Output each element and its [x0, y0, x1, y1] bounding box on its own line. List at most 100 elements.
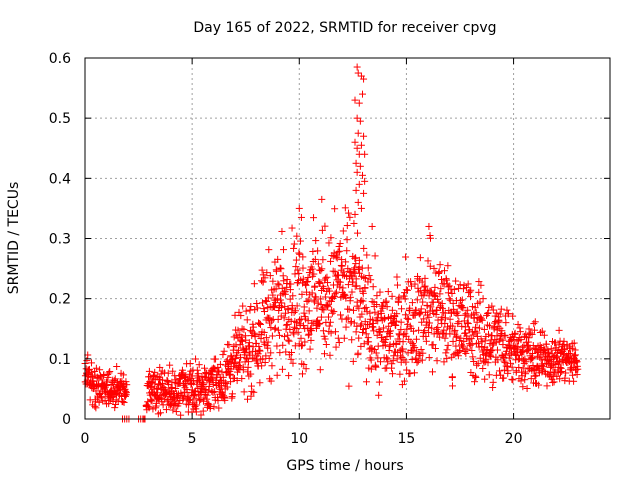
- data-point: [488, 302, 496, 310]
- data-point: [469, 331, 477, 339]
- data-point: [260, 305, 268, 313]
- data-point: [276, 349, 284, 357]
- y-tick-label: 0.6: [49, 51, 71, 67]
- data-point: [273, 371, 281, 379]
- data-point: [175, 400, 183, 408]
- data-point: [436, 261, 444, 269]
- data-point: [449, 382, 456, 390]
- data-point: [452, 333, 460, 341]
- data-point: [349, 357, 357, 365]
- data-point: [397, 318, 405, 326]
- data-point: [238, 333, 246, 341]
- data-point: [205, 401, 213, 409]
- data-point: [408, 299, 416, 307]
- data-point: [287, 348, 295, 356]
- data-point: [419, 298, 427, 306]
- data-point: [497, 305, 505, 313]
- data-point: [233, 377, 241, 385]
- data-point: [458, 296, 466, 304]
- data-point: [508, 375, 516, 383]
- data-point: [344, 281, 352, 289]
- data-point: [198, 385, 206, 393]
- data-point: [300, 361, 308, 369]
- data-point: [247, 392, 255, 400]
- data-point: [295, 269, 303, 277]
- data-point: [537, 355, 545, 363]
- data-point: [336, 283, 344, 291]
- data-point: [402, 286, 410, 294]
- data-point: [334, 334, 342, 342]
- data-point: [484, 309, 492, 317]
- data-point: [508, 349, 516, 357]
- data-point: [263, 297, 271, 305]
- data-point: [455, 318, 463, 326]
- data-point: [487, 353, 495, 361]
- data-point: [360, 189, 368, 197]
- data-point: [342, 315, 350, 323]
- data-point: [193, 366, 201, 374]
- axis-ticks: [84, 57, 610, 420]
- data-point: [367, 365, 375, 373]
- data-point: [547, 345, 555, 353]
- data-point: [474, 339, 482, 347]
- data-point: [345, 209, 353, 217]
- data-point: [298, 342, 306, 350]
- data-point: [221, 396, 229, 404]
- data-point: [259, 278, 267, 286]
- data-point: [260, 308, 268, 316]
- data-point: [214, 380, 222, 388]
- data-point: [350, 306, 358, 314]
- data-point: [437, 276, 445, 284]
- data-point: [327, 297, 335, 305]
- data-point: [421, 282, 429, 290]
- data-point: [222, 380, 230, 388]
- data-point: [308, 289, 316, 297]
- data-point: [403, 286, 411, 294]
- data-point: [504, 367, 512, 375]
- data-point: [421, 327, 429, 335]
- data-point: [343, 236, 351, 244]
- data-point: [437, 285, 445, 293]
- data-point: [399, 338, 407, 346]
- data-point: [550, 378, 558, 386]
- data-point: [493, 346, 501, 354]
- data-point: [420, 283, 428, 291]
- data-point: [247, 370, 255, 378]
- data-point: [239, 344, 247, 352]
- data-point: [164, 369, 172, 377]
- data-point: [516, 328, 524, 336]
- data-point: [530, 320, 538, 328]
- data-point: [389, 357, 397, 365]
- data-point: [87, 373, 95, 381]
- data-point: [441, 267, 449, 275]
- data-point: [239, 366, 247, 374]
- data-point: [352, 260, 360, 268]
- data-point: [345, 382, 353, 390]
- data-point: [193, 401, 201, 409]
- data-point: [392, 317, 400, 325]
- data-point: [417, 287, 425, 295]
- data-point: [316, 279, 324, 287]
- data-point: [425, 354, 433, 362]
- data-point: [336, 247, 344, 255]
- data-point: [359, 289, 367, 297]
- data-point: [473, 361, 481, 369]
- data-point: [298, 290, 306, 298]
- data-point: [388, 292, 396, 300]
- data-point: [398, 305, 406, 313]
- data-point: [429, 368, 437, 376]
- data-point: [374, 354, 382, 362]
- data-point: [337, 311, 345, 319]
- data-point: [441, 334, 449, 342]
- data-point: [287, 355, 295, 363]
- data-point: [530, 326, 538, 334]
- data-point: [443, 276, 451, 284]
- data-point: [457, 334, 465, 342]
- data-point: [357, 141, 365, 149]
- data-point: [289, 359, 297, 367]
- data-point: [388, 360, 396, 368]
- data-point: [454, 352, 462, 360]
- data-point: [343, 247, 351, 255]
- data-point: [343, 222, 351, 230]
- data-point: [266, 272, 274, 280]
